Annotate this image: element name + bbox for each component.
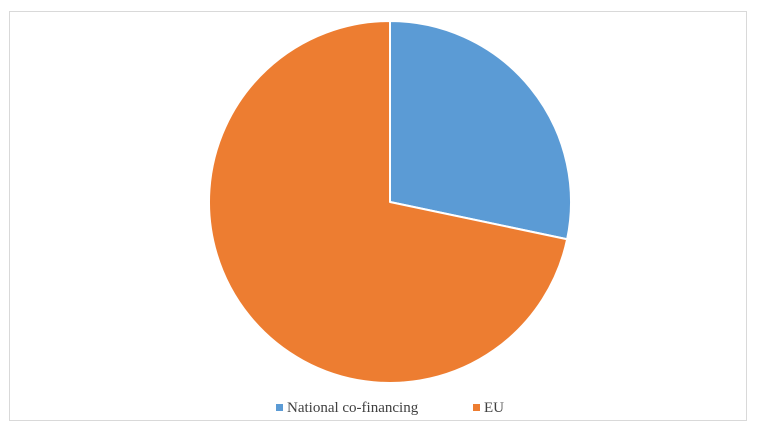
legend-swatch-eu [473,404,480,411]
legend-label-eu: EU [484,400,504,416]
pie-slice-eu [208,20,569,384]
pie-slice-national-co-financing [389,20,572,241]
legend-label-national-co-financing: National co-financing [287,400,419,416]
pie-slices [208,20,572,384]
legend: National co-financing EU [276,400,504,416]
legend-swatch-national-co-financing [276,404,283,411]
